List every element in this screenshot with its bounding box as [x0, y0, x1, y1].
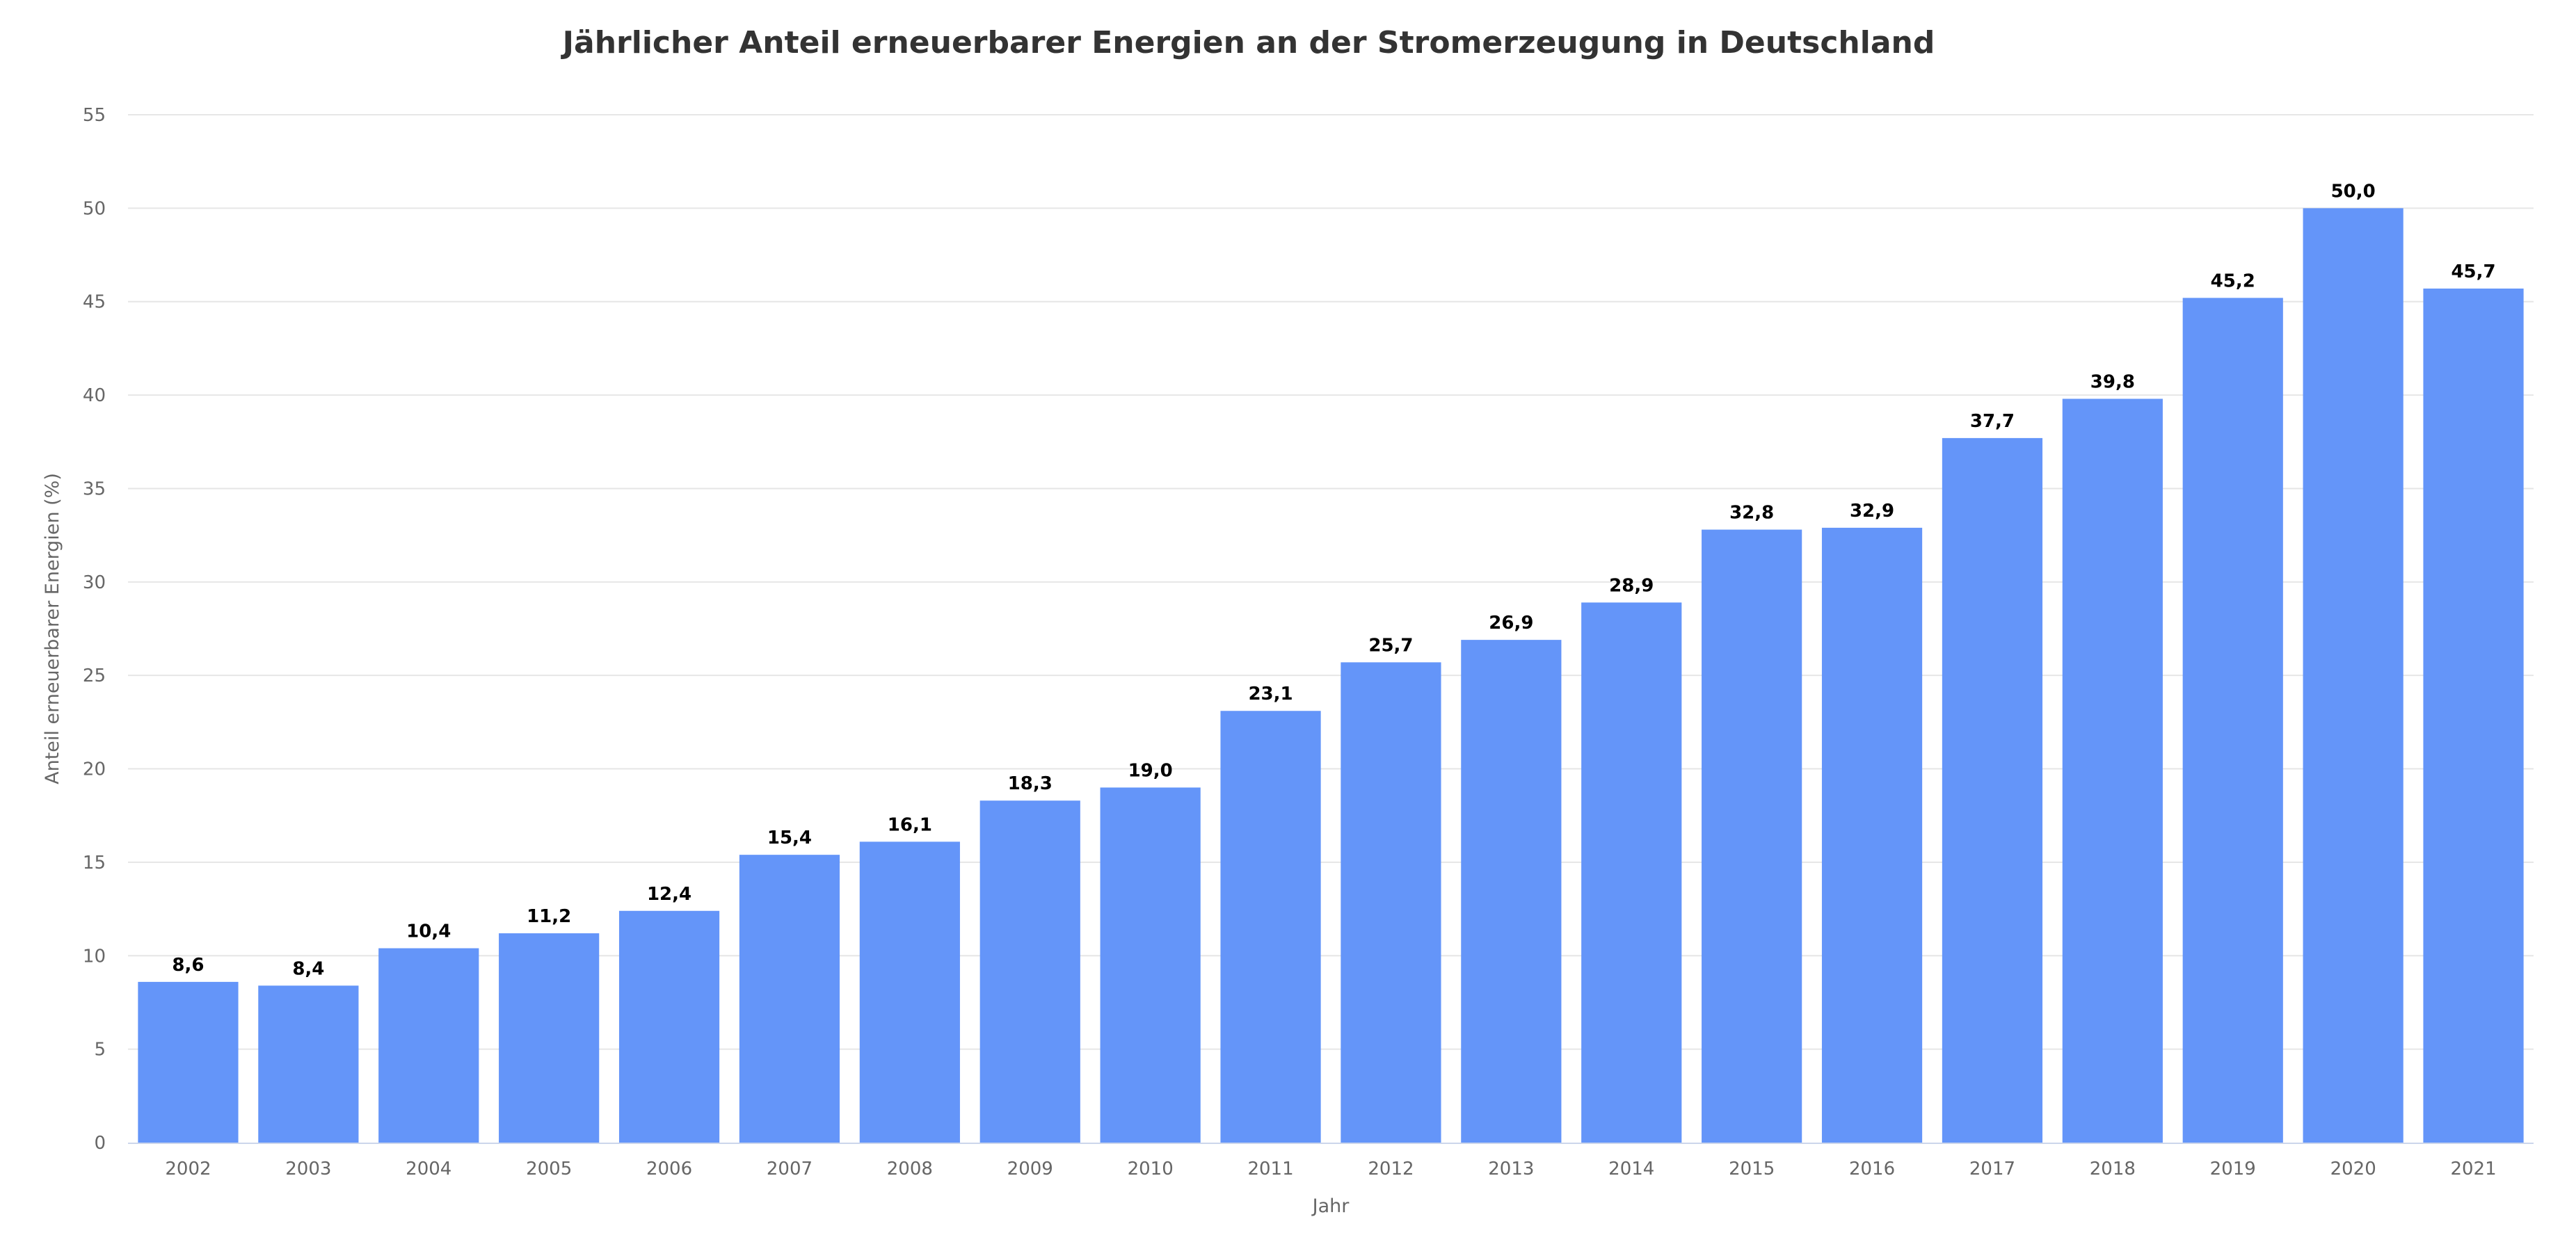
bar-2004 [378, 948, 479, 1143]
y-tick-label: 35 [83, 478, 106, 499]
y-tick-label: 40 [83, 385, 106, 406]
data-label: 12,4 [647, 884, 691, 905]
y-tick-label: 0 [94, 1133, 106, 1154]
bar-2014 [1581, 602, 1682, 1143]
bar-2012 [1341, 662, 1441, 1143]
data-label: 18,3 [1008, 773, 1053, 794]
bar-2006 [618, 910, 720, 1143]
data-label: 25,7 [1368, 635, 1413, 656]
y-tick-label: 30 [83, 572, 106, 593]
x-tick-label: 2016 [1849, 1159, 1895, 1179]
data-label: 19,0 [1128, 760, 1173, 781]
bar-2002 [138, 981, 239, 1143]
x-tick-label: 2015 [1729, 1159, 1775, 1179]
x-tick-label: 2004 [406, 1159, 451, 1179]
data-label: 26,9 [1489, 613, 1533, 634]
y-axis-title: Anteil erneuerbarer Energien (%) [42, 473, 63, 784]
gridlines [128, 114, 2534, 1050]
x-tick-label: 2005 [526, 1159, 572, 1179]
data-label: 16,1 [888, 814, 932, 835]
x-tick-label: 2009 [1007, 1159, 1053, 1179]
bar-2015 [1702, 529, 1802, 1143]
x-tick-label: 2020 [2330, 1159, 2376, 1179]
data-label: 8,6 [172, 955, 204, 976]
x-tick-label: 2003 [285, 1159, 331, 1179]
x-tick-label: 2007 [767, 1159, 813, 1179]
data-label: 32,8 [1729, 503, 1774, 524]
bar-2019 [2182, 298, 2283, 1143]
x-tick-label: 2014 [1608, 1159, 1654, 1179]
bar-2005 [499, 933, 600, 1143]
x-tick-label: 2013 [1488, 1159, 1534, 1179]
y-tick-label: 15 [83, 853, 106, 873]
bar-2021 [2423, 288, 2524, 1143]
data-label: 45,7 [2451, 261, 2495, 282]
x-tick-label: 2008 [887, 1159, 933, 1179]
bar-2011 [1220, 711, 1321, 1143]
x-tick-label: 2018 [2090, 1159, 2136, 1179]
y-tick-label: 20 [83, 759, 106, 780]
data-labels: 8,6 8,4 10,4 11,2 12,4 15,4 16,1 18,3 19,0 23,1 25… [172, 181, 2495, 979]
x-tick-label: 2019 [2210, 1159, 2256, 1179]
x-tick-label: 2017 [1969, 1159, 2015, 1179]
data-label: 45,2 [2211, 271, 2255, 291]
x-tick-label: 2011 [1247, 1159, 1293, 1179]
bar-2008 [859, 841, 960, 1143]
data-label: 8,4 [292, 958, 324, 979]
x-tick-label: 2021 [2450, 1159, 2496, 1179]
bar-2018 [2062, 398, 2163, 1143]
x-tick-label: 2006 [646, 1159, 692, 1179]
x-tick-label: 2002 [165, 1159, 211, 1179]
bar-2003 [258, 985, 359, 1143]
data-label: 11,2 [527, 906, 571, 927]
bar-2009 [979, 800, 1080, 1143]
data-label: 15,4 [767, 828, 812, 848]
bar-2013 [1461, 640, 1562, 1143]
x-tick-label: 2012 [1368, 1159, 1414, 1179]
chart-title: Jährlicher Anteil erneuerbarer Energien … [561, 25, 1935, 61]
bars [138, 208, 2524, 1143]
x-axis-title: Jahr [1311, 1195, 1350, 1217]
y-tick-label: 55 [83, 105, 106, 126]
y-tick-label: 45 [83, 292, 106, 313]
data-label: 10,4 [406, 921, 451, 942]
bar-2016 [1821, 527, 1923, 1143]
bar-2010 [1100, 787, 1201, 1143]
data-label: 28,9 [1609, 575, 1654, 596]
y-tick-label: 50 [83, 198, 106, 219]
data-label: 37,7 [1970, 411, 2015, 432]
data-label: 39,8 [2090, 371, 2135, 392]
bar-2007 [739, 855, 840, 1143]
y-tick-label: 25 [83, 666, 106, 686]
y-tick-label: 10 [83, 946, 106, 967]
data-label: 23,1 [1248, 684, 1293, 704]
y-tick-label: 5 [94, 1040, 106, 1061]
data-label: 50,0 [2331, 181, 2376, 202]
y-axis-ticks: 0 5 10 15 20 25 30 35 40 45 50 55 [83, 105, 106, 1154]
x-tick-label: 2010 [1128, 1159, 1174, 1179]
bar-2017 [1942, 437, 2043, 1143]
data-label: 32,9 [1850, 501, 1894, 522]
bar-2020 [2303, 208, 2403, 1143]
x-axis-ticks: 2002 2003 2004 2005 2006 2007 2008 2009 2010 2011… [165, 1159, 2496, 1179]
